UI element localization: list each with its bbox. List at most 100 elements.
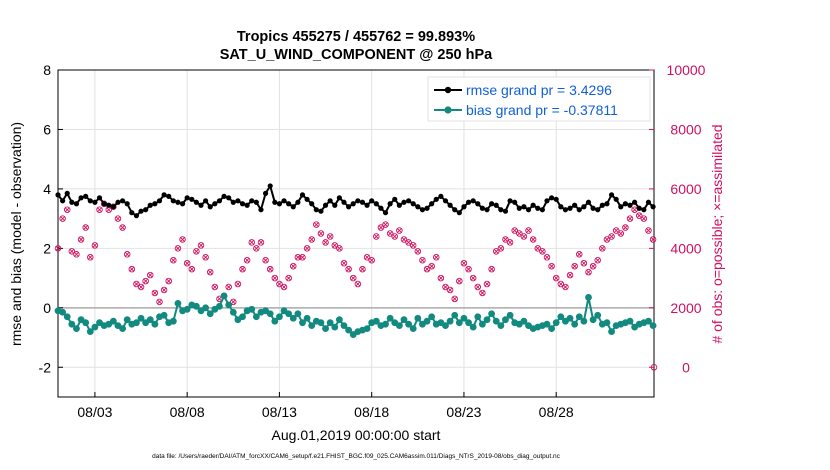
rmse-point (419, 207, 426, 213)
bias-point (289, 314, 297, 322)
legend-bias-marker (444, 106, 452, 114)
obs-assimilated-marker (507, 239, 513, 245)
obs-count-point (423, 265, 431, 273)
obs-assimilated-marker (124, 251, 130, 257)
rmse-point (239, 201, 246, 207)
obs-count-point (414, 248, 422, 255)
obs-assimilated-marker (609, 233, 615, 239)
obs-possible-marker (520, 233, 528, 240)
obs-assimilated-marker (170, 257, 176, 263)
obs-possible-marker (91, 242, 99, 249)
obs-count-point (451, 295, 458, 303)
obs-assimilated-marker (267, 266, 273, 272)
rmse-point (475, 201, 481, 207)
obs-count-point (594, 257, 601, 264)
obs-assimilated-marker (415, 248, 421, 254)
rmse-point (83, 193, 89, 199)
grid-lines (58, 69, 654, 397)
obs-possible-marker (230, 298, 237, 306)
obs-possible-marker (368, 257, 375, 264)
obs-count-point (77, 236, 85, 243)
obs-count-point (280, 283, 288, 291)
obs-assimilated-marker (549, 263, 555, 269)
bias-point (446, 317, 454, 325)
obs-assimilated-marker (447, 287, 453, 293)
obs-count-point (483, 280, 491, 288)
rmse-point (96, 195, 103, 201)
obs-assimilated-marker (493, 248, 499, 254)
bias-point (451, 311, 459, 319)
obs-possible-marker (68, 248, 76, 255)
obs-assimilated-marker (92, 242, 98, 248)
obs-possible-marker (114, 215, 122, 222)
rmse-point (544, 198, 550, 204)
obs-assimilated-marker (295, 254, 301, 260)
bias-point (335, 316, 343, 324)
obs-count-point (373, 233, 380, 240)
obs-assimilated-marker (378, 225, 384, 231)
obs-assimilated-marker (350, 275, 356, 281)
y-right-tick-label: 0 (682, 359, 690, 375)
obs-possible-marker (603, 236, 611, 243)
rmse-point (382, 210, 389, 216)
obs-possible-marker (276, 280, 283, 288)
obs-count-point (179, 236, 186, 243)
obs-possible-marker (626, 215, 634, 222)
rmse-point (286, 201, 292, 207)
obs-count-point (197, 242, 205, 249)
obs-count-point (262, 257, 269, 264)
obs-possible-marker (488, 265, 495, 273)
bias-point (192, 302, 200, 310)
obs-count-point (294, 254, 302, 261)
obs-count-point (589, 262, 597, 270)
rmse-point (535, 205, 541, 211)
obs-count-point (502, 236, 509, 243)
obs-possible-marker (253, 245, 260, 252)
obs-count-point (285, 274, 292, 282)
obs-count-point (271, 274, 279, 282)
rmse-point (456, 210, 462, 216)
obs-possible-marker (179, 236, 186, 243)
rmse-point (152, 201, 158, 207)
bias-point (395, 322, 403, 330)
obs-count-point (211, 283, 219, 291)
obs-assimilated-marker (516, 230, 522, 237)
obs-assimilated-marker (207, 269, 213, 275)
bias-point (82, 319, 90, 327)
obs-possible-marker (77, 236, 85, 243)
bias-point (216, 302, 223, 310)
obs-assimilated-marker (249, 239, 255, 245)
obs-possible-marker (188, 265, 196, 273)
x-tick-label: 08/18 (354, 404, 389, 420)
obs-count-point (156, 298, 163, 306)
obs-count-point (317, 230, 325, 237)
obs-count-point (276, 280, 283, 288)
obs-possible-marker (423, 265, 431, 273)
bias-point (557, 313, 565, 321)
y-right-tick-label: 4000 (670, 240, 701, 256)
rmse-point (530, 202, 536, 208)
rmse-point (276, 201, 283, 207)
obs-possible-marker (612, 227, 620, 234)
bias-point (169, 317, 177, 325)
obs-possible-marker (474, 283, 482, 291)
bias-point (322, 325, 329, 333)
obs-possible-marker (479, 289, 486, 297)
rmse-point (516, 205, 522, 211)
y-axis-left-label: rmse and bias (model - observation) (8, 122, 24, 346)
y-left-tick-label: 2 (43, 240, 51, 256)
obs-assimilated-marker (299, 254, 306, 260)
bias-point (594, 311, 602, 319)
obs-possible-marker (303, 245, 311, 252)
rmse-point (322, 202, 329, 208)
obs-assimilated-marker (585, 269, 592, 275)
plot-area-frame (57, 69, 655, 398)
bias-point (626, 317, 634, 325)
bias-point (603, 319, 611, 327)
obs-assimilated-marker (650, 236, 656, 242)
rmse-point (498, 207, 504, 213)
obs-possible-marker (409, 242, 417, 249)
obs-count-point (96, 206, 103, 213)
obs-possible-marker (497, 245, 505, 252)
obs-count-point (562, 283, 569, 291)
